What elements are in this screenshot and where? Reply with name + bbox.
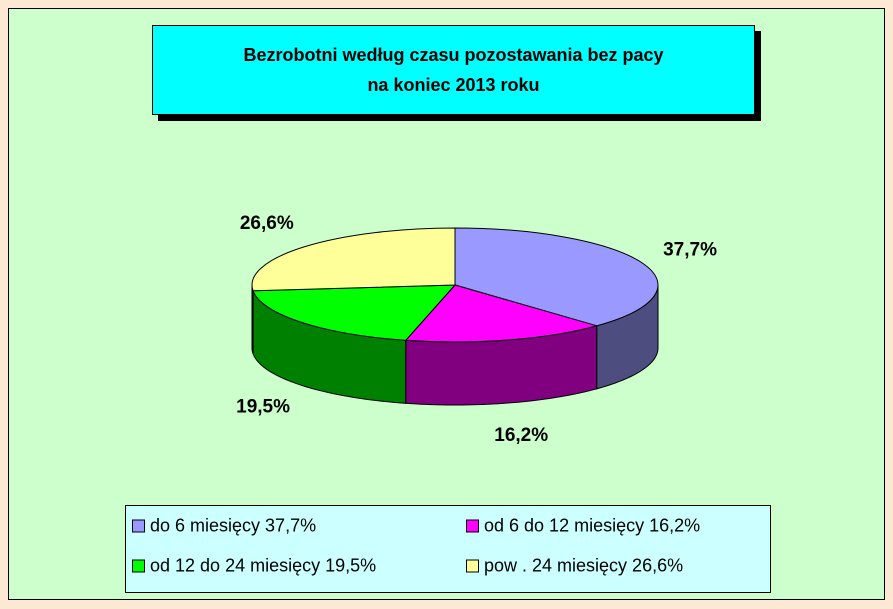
legend-item: pow . 24 miesięcy 26,6% xyxy=(466,556,683,577)
slice-side xyxy=(251,284,254,354)
data-label: 16,2% xyxy=(494,425,548,446)
legend-item: od 6 do 12 miesięcy 16,2% xyxy=(466,516,700,537)
legend: do 6 miesięcy 37,7% od 6 do 12 miesięcy 1… xyxy=(125,505,771,593)
legend-swatch xyxy=(132,519,145,533)
data-label: 37,7% xyxy=(663,240,717,261)
slice xyxy=(251,227,456,292)
legend-label: pow . 24 miesięcy 26,6% xyxy=(484,555,684,576)
data-label: 26,6% xyxy=(240,213,294,234)
legend-item: do 6 miesięcy 37,7% xyxy=(132,516,316,537)
data-label: 19,5% xyxy=(236,397,290,418)
legend-item: od 12 do 24 miesięcy 19,5% xyxy=(132,556,376,577)
legend-swatch xyxy=(132,559,145,573)
legend-swatch xyxy=(466,559,479,573)
slice xyxy=(252,284,457,341)
slice xyxy=(454,227,659,327)
chart-title: Bezrobotni według czasu pozostawania bez… xyxy=(152,25,755,115)
legend-swatch xyxy=(466,519,479,533)
legend-label: od 12 do 24 miesięcy 19,5% xyxy=(150,555,377,576)
slice xyxy=(404,284,599,343)
legend-label: od 6 do 12 miesięcy 16,2% xyxy=(484,515,701,536)
legend-label: do 6 miesięcy 37,7% xyxy=(150,515,317,536)
